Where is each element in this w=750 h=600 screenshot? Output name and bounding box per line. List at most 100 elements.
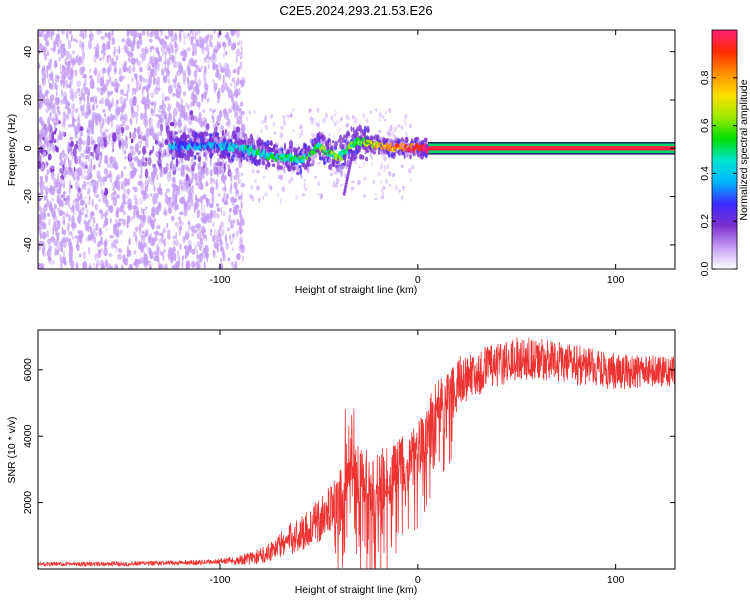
noise-speck bbox=[108, 253, 113, 257]
noise-speck bbox=[80, 43, 85, 52]
noise-speck bbox=[264, 114, 267, 120]
track-halo bbox=[282, 166, 286, 174]
noise-speck bbox=[189, 188, 192, 197]
snr-y-label: SNR (10 * v/v) bbox=[6, 416, 18, 483]
track-halo bbox=[343, 134, 346, 139]
noise-speck bbox=[53, 203, 57, 210]
noise-speck bbox=[320, 194, 324, 198]
noise-speck bbox=[140, 207, 144, 214]
noise-speck bbox=[160, 111, 165, 117]
noise-speck bbox=[173, 107, 178, 117]
noise-speck bbox=[91, 246, 96, 255]
noise-speck bbox=[75, 201, 80, 211]
noise-speck bbox=[237, 115, 239, 119]
noise-speck bbox=[215, 226, 219, 237]
noise-speck bbox=[185, 102, 188, 108]
noise-speck bbox=[145, 206, 148, 211]
noise-speck bbox=[289, 176, 294, 182]
noise-speck bbox=[236, 230, 239, 238]
noise-speck bbox=[111, 57, 114, 66]
noise-speck bbox=[143, 157, 146, 162]
snr-series bbox=[38, 337, 675, 569]
track-halo bbox=[260, 139, 264, 146]
noise-speck bbox=[237, 178, 241, 185]
noise-speck bbox=[50, 165, 55, 170]
noise-speck bbox=[232, 219, 236, 224]
noise-speck bbox=[237, 77, 240, 86]
noise-speck bbox=[69, 187, 71, 195]
track-halo bbox=[308, 145, 310, 149]
noise-speck bbox=[71, 116, 75, 126]
noise-speck bbox=[239, 228, 244, 234]
noise-speck bbox=[153, 101, 157, 108]
noise-speck bbox=[108, 76, 112, 84]
noise-speck bbox=[168, 30, 171, 37]
noise-speck bbox=[220, 221, 224, 229]
noise-speck bbox=[277, 192, 280, 198]
noise-speck bbox=[207, 218, 213, 224]
noise-speck bbox=[74, 143, 79, 150]
noise-speck bbox=[80, 201, 84, 206]
noise-speck bbox=[55, 84, 58, 91]
noise-speck bbox=[171, 163, 176, 172]
noise-speck bbox=[159, 91, 164, 98]
noise-speck bbox=[193, 229, 198, 234]
noise-speck bbox=[167, 77, 170, 85]
noise-speck bbox=[388, 170, 392, 177]
noise-speck bbox=[45, 173, 48, 183]
noise-speck bbox=[166, 171, 172, 182]
noise-speck bbox=[145, 45, 147, 55]
noise-speck bbox=[98, 198, 101, 203]
noise-speck bbox=[185, 260, 189, 269]
noise-speck bbox=[166, 200, 170, 207]
noise-speck bbox=[186, 224, 190, 234]
noise-speck bbox=[197, 68, 202, 73]
noise-speck bbox=[328, 132, 331, 137]
noise-speck bbox=[387, 164, 390, 170]
noise-speck bbox=[98, 176, 103, 183]
noise-speck bbox=[51, 238, 56, 244]
noise-speck bbox=[101, 42, 107, 53]
noise-speck bbox=[213, 48, 218, 54]
noise-speck bbox=[163, 166, 168, 175]
noise-speck bbox=[240, 119, 244, 125]
noise-speck bbox=[221, 174, 225, 183]
snr-panel: -100 0 100 2000 4000 6000 Height of straight … bbox=[6, 329, 676, 596]
noise-speck bbox=[393, 134, 396, 139]
noise-speck bbox=[118, 45, 121, 54]
noise-speck bbox=[143, 194, 146, 202]
noise-speck bbox=[192, 100, 197, 104]
track-halo bbox=[366, 128, 370, 133]
track-halo bbox=[291, 166, 296, 171]
noise-speck bbox=[178, 129, 183, 134]
noise-speck bbox=[104, 159, 109, 164]
noise-speck bbox=[369, 153, 372, 158]
noise-speck bbox=[162, 227, 167, 233]
noise-speck bbox=[157, 55, 162, 63]
noise-speck bbox=[38, 30, 41, 34]
noise-speck bbox=[78, 56, 83, 63]
noise-speck bbox=[196, 255, 200, 260]
noise-speck bbox=[56, 97, 60, 105]
noise-speck bbox=[108, 31, 112, 42]
noise-speck bbox=[51, 260, 55, 265]
noise-speck bbox=[177, 263, 180, 267]
noise-speck bbox=[179, 220, 184, 226]
noise-speck bbox=[181, 255, 185, 261]
noise-speck bbox=[183, 32, 187, 42]
noise-speck bbox=[241, 113, 244, 120]
noise-speck bbox=[200, 65, 203, 70]
spectrogram-y-label: Frequency (Hz) bbox=[6, 114, 18, 186]
noise-speck bbox=[272, 121, 275, 128]
noise-speck bbox=[400, 125, 403, 129]
noise-speck bbox=[351, 115, 355, 120]
noise-speck bbox=[163, 249, 166, 253]
noise-speck bbox=[45, 108, 49, 114]
noise-speck bbox=[300, 125, 302, 129]
noise-speck bbox=[229, 186, 233, 195]
noise-speck bbox=[49, 202, 53, 210]
noise-speck bbox=[44, 203, 47, 209]
noise-speck bbox=[146, 30, 150, 37]
noise-speck bbox=[120, 185, 125, 191]
